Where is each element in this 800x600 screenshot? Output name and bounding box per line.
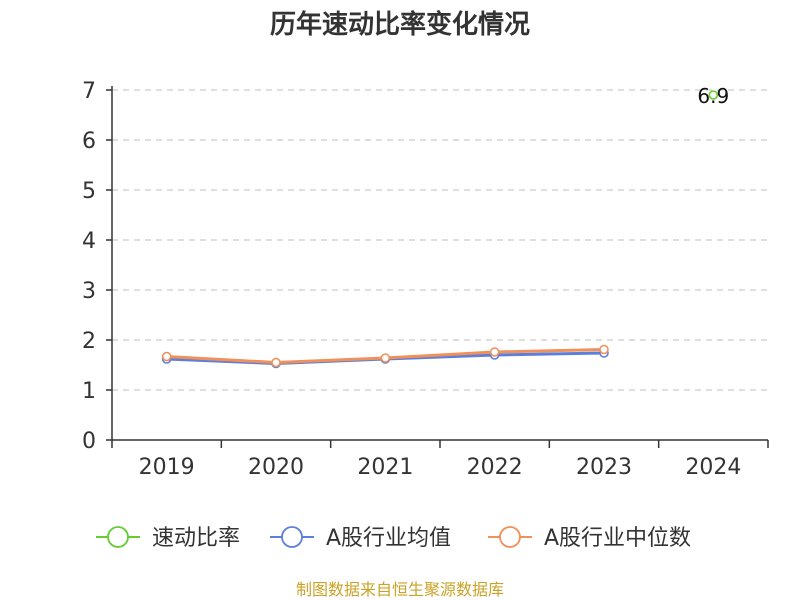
data-point-0-2024 <box>708 90 719 100</box>
data-point-2-2020 <box>271 357 281 368</box>
x-tick-label-2020: 2020 <box>248 455 304 480</box>
chart-title: 历年速动比率变化情况 <box>270 9 530 40</box>
grid-lines <box>112 89 768 391</box>
y-tick-label-7: 7 <box>82 79 96 104</box>
source-note: 制图数据来自恒生聚源数据库 <box>296 580 504 599</box>
data-point-2-2021 <box>380 353 391 363</box>
series-group: 6.9 <box>161 84 729 369</box>
y-tick-label-3: 3 <box>82 279 96 304</box>
y-tick-label-4: 4 <box>82 229 96 254</box>
y-tick-label-6: 6 <box>82 129 96 154</box>
x-tick-label-2021: 2021 <box>357 455 413 480</box>
legend-marker-1 <box>281 526 303 548</box>
x-tick-label-2019: 2019 <box>139 455 195 480</box>
y-tick-label-5: 5 <box>82 179 96 204</box>
x-tick-label-2022: 2022 <box>467 455 523 480</box>
y-tick-label-1: 1 <box>82 379 96 404</box>
axes: 0 1 2 3 4 5 6 7 2019 2020 2021 2022 2023 2024 <box>82 79 769 480</box>
x-tick-label-2023: 2023 <box>576 455 632 480</box>
data-label-0-2024: 6.9 <box>697 84 729 108</box>
data-point-2-2023 <box>599 344 609 355</box>
legend-item-0[interactable]: 速动比率 <box>96 526 240 551</box>
legend-label-2: A股行业中位数 <box>544 526 691 551</box>
legend-marker-0 <box>107 526 129 548</box>
legend-label-0: 速动比率 <box>152 526 240 551</box>
legend-marker-2 <box>499 526 521 548</box>
y-tick-label-2: 2 <box>82 329 96 354</box>
legend-item-2[interactable]: A股行业中位数 <box>488 526 691 551</box>
data-point-2-2019 <box>161 351 172 362</box>
x-tick-label-2024: 2024 <box>685 455 741 480</box>
legend[interactable]: 速动比率 A股行业均值 A股行业中位数 <box>96 526 691 551</box>
data-point-2-2022 <box>489 347 500 357</box>
legend-label-1: A股行业均值 <box>326 526 451 551</box>
y-tick-label-0: 0 <box>82 429 96 454</box>
legend-item-1[interactable]: A股行业均值 <box>270 526 451 551</box>
